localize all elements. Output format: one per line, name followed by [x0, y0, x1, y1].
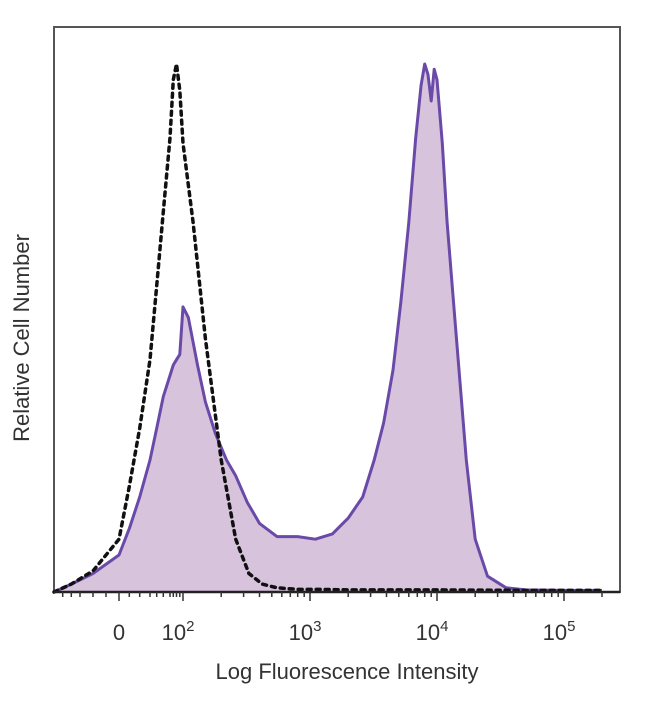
x-tick-label-exponent: 3: [313, 618, 321, 635]
x-tick-label-base: 10: [289, 620, 313, 645]
x-tick-label-exponent: 4: [440, 618, 448, 635]
x-tick-label-base: 0: [113, 620, 125, 645]
x-tick-label: 105: [543, 618, 576, 645]
x-ticks: 0 102 103 104 105: [61, 592, 603, 645]
x-tick-label: 0: [113, 620, 125, 645]
series-layer: [52, 62, 604, 594]
x-tick-label-exponent: 2: [186, 618, 194, 635]
y-axis-title: Relative Cell Number: [9, 234, 34, 442]
x-tick-label: 103: [289, 618, 322, 645]
x-axis-title: Log Fluorescence Intensity: [216, 659, 479, 684]
series-1-line: [53, 62, 602, 594]
x-tick-label-base: 10: [543, 620, 567, 645]
x-tick-label-base: 10: [416, 620, 440, 645]
x-tick-label-base: 10: [162, 620, 186, 645]
x-tick-label: 102: [162, 618, 195, 645]
x-tick-label: 104: [416, 618, 449, 645]
series-0-dotted-line: [52, 63, 604, 594]
x-tick-label-exponent: 5: [567, 618, 575, 635]
